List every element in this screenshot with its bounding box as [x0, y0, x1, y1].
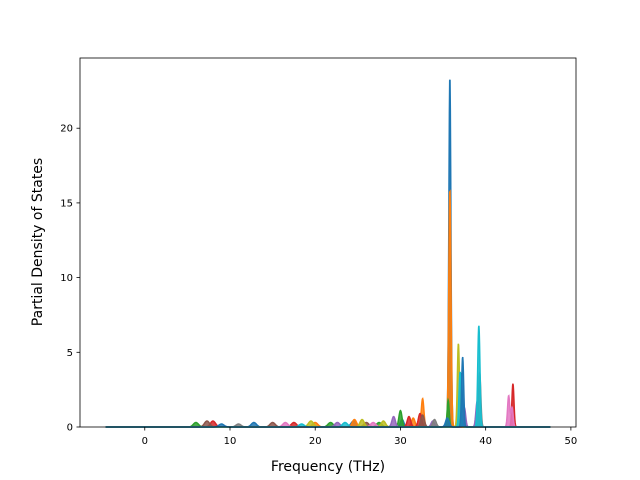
x-tick-label: 30 — [394, 436, 407, 447]
y-axis-label: Partial Density of States — [30, 158, 46, 326]
y-tick-label: 20 — [60, 124, 73, 135]
x-tick-label: 50 — [565, 436, 578, 447]
y-tick-label: 10 — [60, 273, 73, 284]
x-tick-label: 40 — [479, 436, 492, 447]
y-tick-label: 0 — [67, 423, 73, 434]
x-tick-label: 0 — [142, 436, 148, 447]
x-tick-label: 10 — [224, 436, 237, 447]
y-tick-label: 5 — [67, 348, 73, 359]
x-tick-label: 20 — [309, 436, 322, 447]
x-axis-label: Frequency (THz) — [271, 459, 385, 475]
plot-frame — [79, 57, 577, 428]
x-axis: 0 10 20 30 40 50 — [142, 427, 578, 447]
y-tick-label: 15 — [60, 198, 73, 209]
y-axis: 0 5 10 15 20 — [60, 124, 80, 434]
